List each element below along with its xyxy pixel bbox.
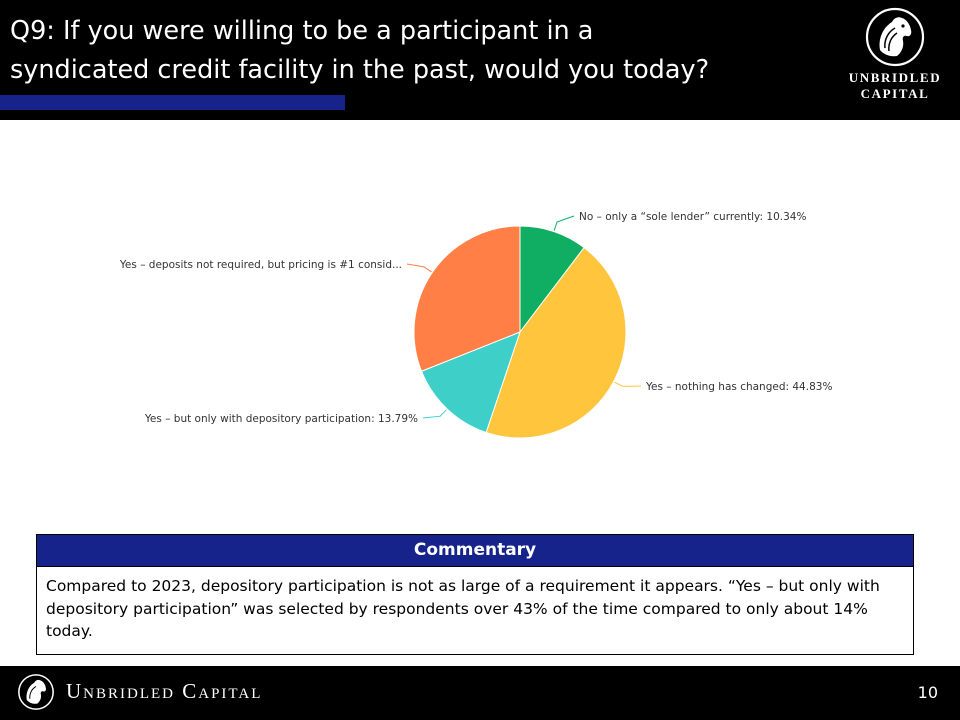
leader-line-depository-participation [422,409,447,419]
logo-wordmark: UNBRIDLED CAPITAL [848,70,942,101]
slice-labels: No – only a “sole lender” currently: 10.… [119,211,833,425]
leader-line-no-sole-lender [553,215,575,231]
commentary-text: Compared to 2023, depository participati… [46,577,880,640]
leader-lines [406,215,642,419]
slide-title: Q9: If you were willing to be a particip… [10,16,710,85]
header-bar: Q9: If you were willing to be a particip… [0,0,960,120]
slice-label-nothing-changed: Yes – nothing has changed: 44.83% [645,381,832,393]
pie-chart: No – only a “sole lender” currently: 10.… [119,211,833,439]
leader-line-pricing [406,263,432,273]
horse-head-icon [18,674,54,710]
leader-line-nothing-changed [614,381,642,387]
slice-label-depository-participation: Yes – but only with depository participa… [144,413,418,425]
horse-head-icon [865,7,925,67]
slice-label-pricing: Yes – deposits not required, but pricing… [119,259,402,271]
company-logo: UNBRIDLED CAPITAL [836,6,954,114]
slice-label-no-sole-lender: No – only a “sole lender” currently: 10.… [579,211,806,223]
pie-slice-no-sole-lender [519,225,585,334]
page-number: 10 [917,683,938,702]
pie-slice-pricing [413,225,521,372]
footer-bar: Unbridled Capital 10 [0,666,960,720]
pie-slices [413,225,627,439]
pie-slice-depository-participation [420,331,521,434]
pie-slice-nothing-changed [485,246,627,439]
commentary-heading: Commentary [37,535,913,567]
commentary-box: Commentary Compared to 2023, depository … [36,534,914,655]
title-accent-bar [0,95,345,110]
footer-brand-name: Unbridled Capital [66,679,263,703]
